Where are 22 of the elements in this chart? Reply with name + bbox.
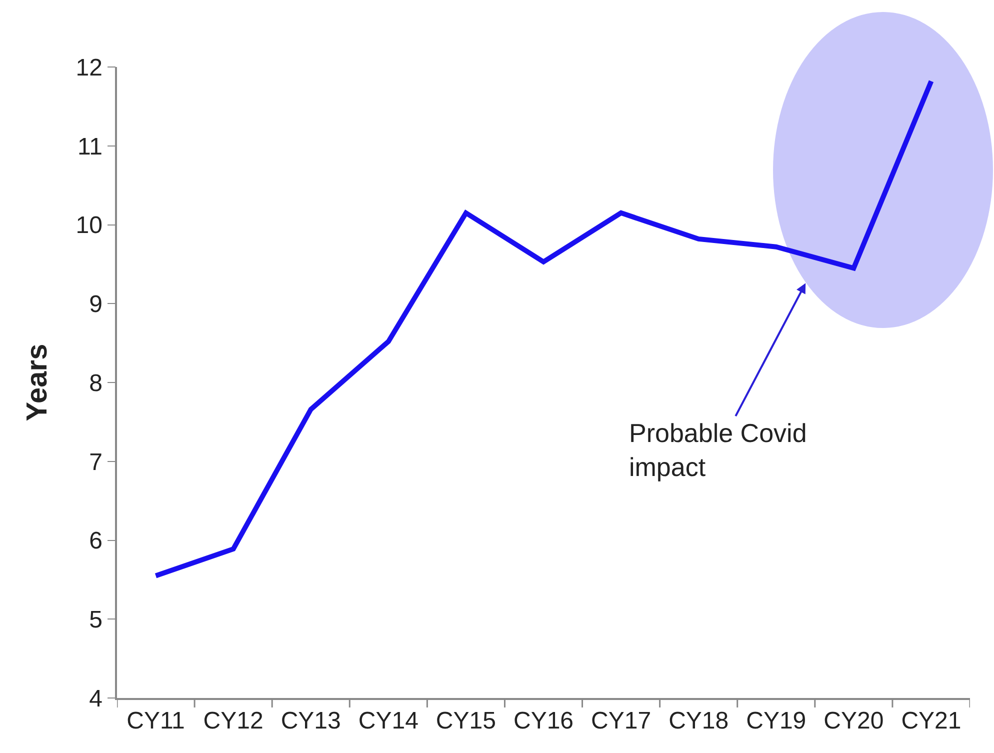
y-tick-label: 9 (89, 291, 102, 318)
x-tick-label: CY15 (436, 708, 496, 735)
x-tick-label: CY13 (280, 708, 341, 735)
y-tick-label: 6 (89, 528, 102, 555)
annotation: Probable Covid impact (629, 418, 807, 482)
x-tick-label: CY14 (358, 708, 418, 735)
y-tick-label: 8 (89, 370, 102, 397)
y-tick-label: 11 (78, 133, 102, 160)
y-tick-label: 12 (76, 54, 102, 82)
x-tick-label: CY16 (513, 708, 574, 735)
y-tick-label: 4 (89, 685, 102, 712)
x-tick-label: CY17 (591, 708, 652, 735)
x-tick-label: CY12 (203, 708, 264, 735)
y-axis-title: Years (22, 344, 54, 422)
y-tick-label: 5 (89, 606, 102, 634)
y-tick-label: 7 (89, 448, 102, 476)
y-tick-label: 10 (76, 212, 102, 240)
x-tick-label: CY18 (668, 708, 729, 735)
x-tick-label: CY20 (824, 708, 884, 735)
x-tick-label: CY19 (746, 708, 806, 735)
x-tick-label: CY21 (901, 708, 962, 735)
x-tick-label: CY11 (126, 708, 185, 735)
